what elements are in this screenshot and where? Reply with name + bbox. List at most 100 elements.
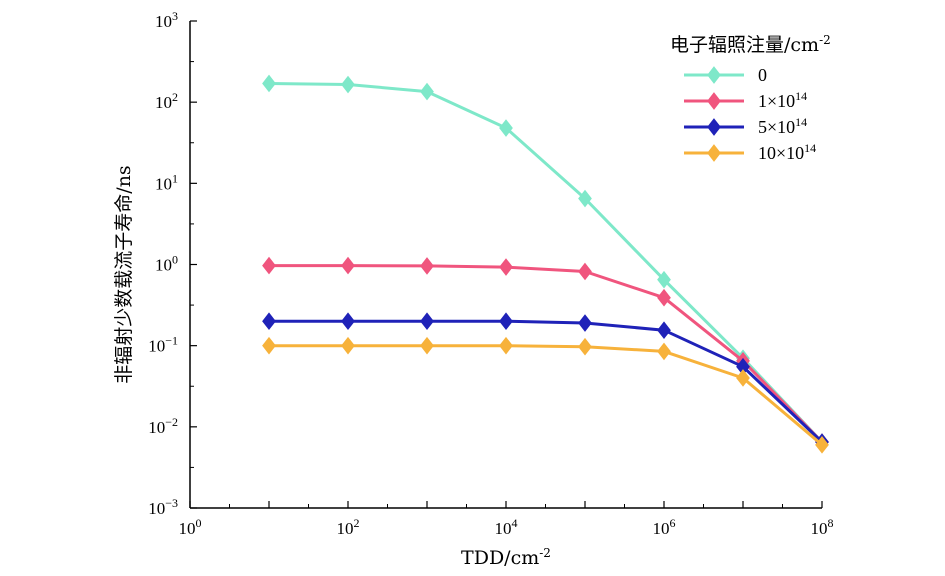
y-tick-exp: 3 (172, 9, 178, 23)
legend-label-sup: 14 (804, 141, 816, 155)
y-tick-label: 100 (155, 253, 178, 275)
legend-label-sup: 14 (795, 89, 807, 103)
y-tick-exp: −1 (165, 334, 178, 348)
legend-label-text: 0 (758, 65, 767, 85)
series-point (499, 336, 513, 355)
series-point (420, 82, 434, 101)
y-tick-exp: 0 (172, 253, 178, 267)
series-point (420, 312, 434, 331)
y-tick-exp: −2 (165, 415, 178, 429)
series-point (420, 336, 434, 355)
x-axis-title-text: TDD/cm (461, 547, 539, 569)
x-tick-exp: 2 (354, 516, 360, 530)
series-point (341, 312, 355, 331)
series-line (269, 319, 824, 444)
series-point (657, 342, 671, 361)
x-tick-base: 10 (811, 519, 828, 538)
series-point (815, 436, 829, 454)
series-point (499, 119, 513, 137)
series-point (657, 288, 671, 307)
legend-title-text: 电子辐照注量/cm (670, 34, 819, 56)
legend-item: 10×1014 (684, 141, 816, 163)
legend-item: 0 (684, 65, 767, 85)
series-point (578, 189, 592, 208)
y-tick-base: 10 (155, 12, 172, 31)
y-tick-exp: −3 (165, 496, 178, 510)
y-tick-base: 10 (155, 93, 172, 112)
x-tick-label: 102 (337, 516, 360, 538)
x-tick-base: 10 (653, 519, 670, 538)
x-tick-label: 108 (811, 516, 834, 538)
x-ticks: 100 102 104 106 108 (179, 501, 834, 538)
legend-label-text: 10×10 (758, 143, 804, 163)
legend-item: 1×1014 (684, 89, 807, 111)
legend-label-sup: 14 (795, 115, 807, 129)
y-tick-exp: 2 (172, 90, 178, 104)
y-tick-label: 10−1 (148, 334, 178, 356)
legend-title: 电子辐照注量/cm-2 (670, 33, 831, 56)
legend-swatch-marker (707, 66, 721, 84)
series-point (341, 336, 355, 355)
legend-label-text: 5×10 (758, 117, 795, 137)
y-tick-label: 10−3 (148, 496, 178, 518)
series-line (268, 82, 824, 444)
series-line (269, 264, 824, 444)
series-point (578, 262, 592, 281)
y-tick-base: 10 (155, 256, 172, 275)
series-point (262, 256, 276, 275)
y-tick-label: 102 (155, 90, 178, 112)
x-tick-exp: 0 (196, 516, 202, 530)
x-axis-title: TDD/cm-2 (461, 546, 551, 569)
y-tick-label: 101 (155, 171, 178, 193)
series-point (657, 321, 671, 340)
legend-label: 0 (758, 65, 767, 85)
x-tick-base: 10 (337, 519, 354, 538)
y-tick-label: 10−2 (148, 415, 178, 437)
series-point (420, 257, 434, 275)
series-point (499, 312, 513, 331)
legend-swatch-marker (707, 144, 721, 162)
legend-label: 5×1014 (758, 115, 807, 137)
series-point (657, 270, 671, 289)
y-axis-title: 非辐射少数载流子寿命/ns (113, 165, 135, 383)
legend-label: 1×1014 (758, 89, 807, 111)
series-point (341, 256, 355, 275)
x-tick-base: 10 (495, 519, 512, 538)
series-point (262, 336, 276, 355)
series-point (262, 312, 276, 331)
series-point (341, 75, 355, 94)
series-line (269, 344, 823, 446)
y-tick-base: 10 (148, 499, 165, 518)
x-tick-exp: 4 (512, 516, 518, 530)
legend-item: 5×1014 (684, 115, 807, 137)
series-layer (262, 74, 829, 454)
x-tick-exp: 6 (670, 516, 676, 530)
y-tick-base: 10 (148, 337, 165, 356)
legend-swatch-marker (707, 118, 721, 136)
legend-label: 10×1014 (758, 141, 816, 163)
legend-label-text: 1×10 (758, 91, 795, 111)
x-axis-title-sup: -2 (539, 546, 551, 560)
x-tick-label: 106 (653, 516, 676, 538)
x-tick-label: 100 (179, 516, 202, 538)
legend-swatch-marker (707, 92, 721, 110)
y-tick-base: 10 (155, 174, 172, 193)
x-tick-exp: 8 (828, 516, 834, 530)
series-3 (262, 336, 829, 454)
series-point (578, 337, 592, 356)
series-point (578, 314, 592, 332)
legend-title-sup: -2 (819, 33, 831, 47)
series-point (262, 74, 276, 93)
y-tick-base: 10 (148, 418, 165, 437)
series-point (499, 258, 513, 276)
x-tick-base: 10 (179, 519, 196, 538)
x-tick-label: 104 (495, 516, 518, 538)
series-point (736, 369, 750, 387)
y-tick-label: 103 (155, 9, 178, 31)
y-tick-exp: 1 (172, 171, 178, 185)
